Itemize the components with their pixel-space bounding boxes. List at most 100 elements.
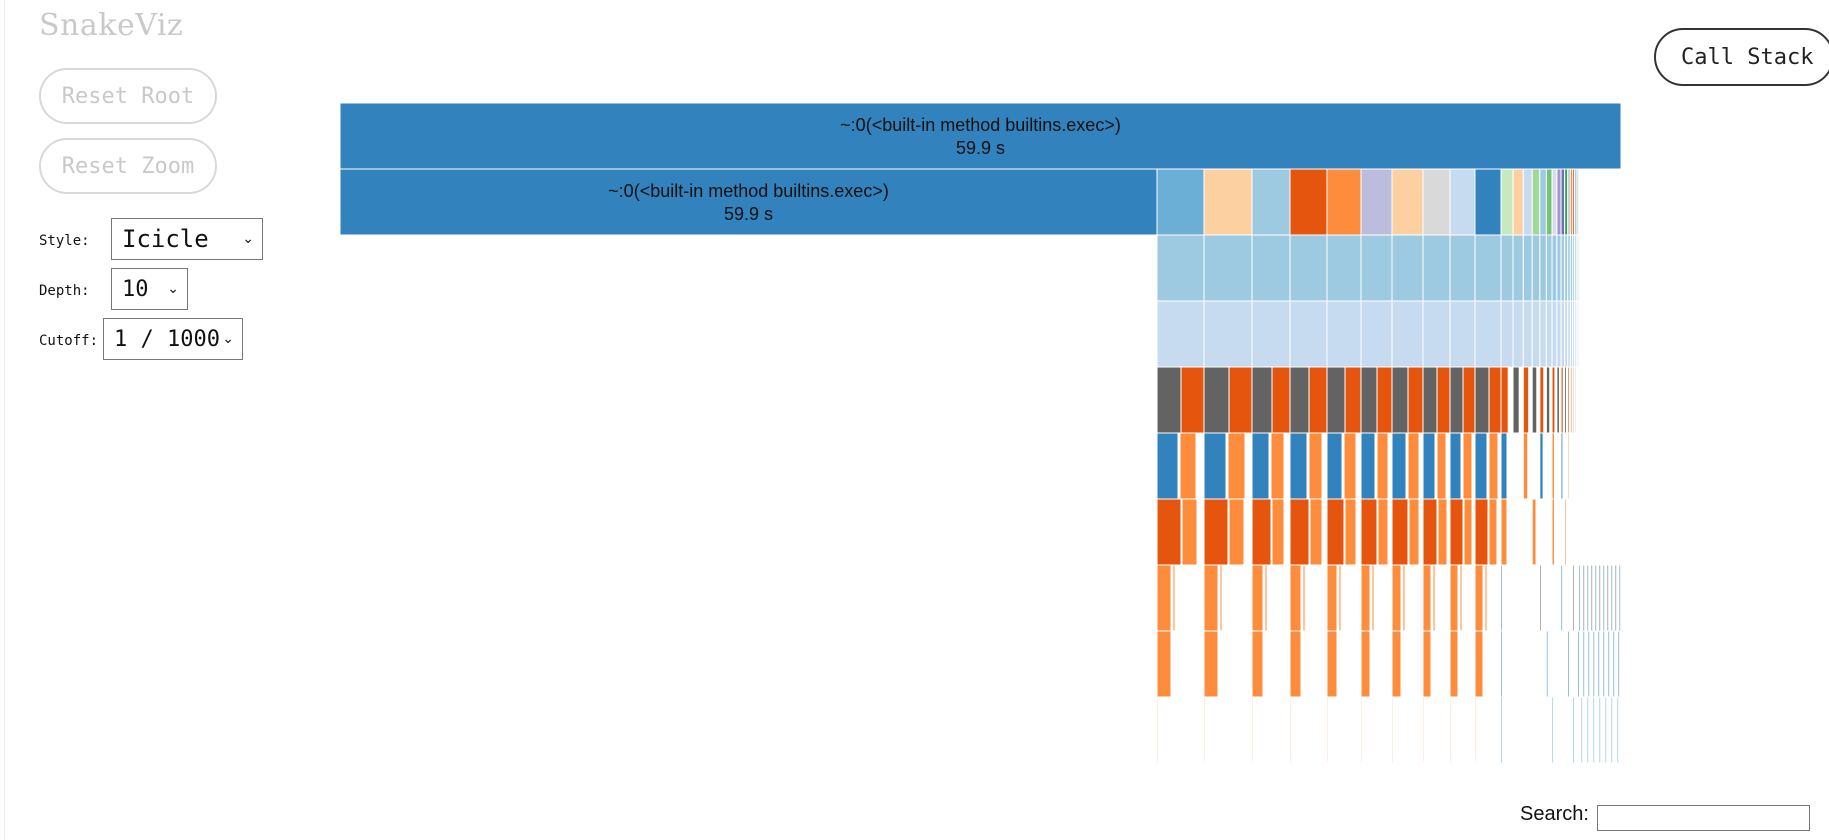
icicle-node[interactable] [1551, 432, 1555, 500]
icicle-node[interactable] [1344, 498, 1357, 566]
icicle-node[interactable] [1181, 498, 1198, 566]
icicle-node[interactable] [1567, 630, 1570, 698]
icicle-node[interactable] [1592, 630, 1596, 698]
icicle-node[interactable] [1407, 432, 1420, 500]
icicle-node[interactable] [1360, 366, 1378, 434]
icicle-node[interactable] [1449, 564, 1459, 632]
icicle-node[interactable] [1422, 432, 1436, 500]
icicle-node[interactable] [1616, 498, 1619, 566]
icicle-node[interactable] [1203, 234, 1253, 302]
icicle-node[interactable] [1590, 564, 1594, 632]
icicle-node[interactable] [1560, 564, 1564, 632]
icicle-node[interactable] [1344, 366, 1362, 434]
icicle-node[interactable] [1500, 300, 1514, 368]
icicle-node[interactable] [1500, 366, 1509, 434]
icicle-node[interactable] [1360, 234, 1393, 302]
icicle-node[interactable] [1572, 366, 1575, 434]
icicle-node[interactable] [1391, 498, 1409, 566]
icicle-node[interactable] [1203, 168, 1253, 236]
icicle-node[interactable] [1289, 234, 1328, 302]
icicle-node[interactable] [1227, 432, 1246, 500]
cutoff-select[interactable]: 1 / 1000 ⌄ [103, 318, 243, 360]
icicle-node[interactable] [1326, 564, 1338, 632]
icicle-node[interactable] [1612, 432, 1615, 500]
icicle-node[interactable] [1531, 168, 1541, 236]
icicle-node[interactable] [1500, 498, 1508, 566]
icicle-node[interactable] [1391, 630, 1402, 698]
icicle-node[interactable] [1582, 564, 1586, 632]
icicle-node[interactable] [1474, 564, 1484, 632]
icicle-node[interactable] [1572, 564, 1575, 632]
icicle-node[interactable] [1512, 300, 1524, 368]
icicle-node[interactable] [1531, 366, 1538, 434]
icicle-node[interactable] [1539, 300, 1547, 368]
icicle-node[interactable] [1545, 300, 1553, 368]
icicle-node[interactable] [1422, 564, 1432, 632]
icicle-node[interactable] [1203, 564, 1219, 632]
icicle-node[interactable] [1203, 432, 1227, 500]
icicle-node[interactable] [1616, 432, 1619, 500]
icicle-node[interactable] [1449, 168, 1476, 236]
icicle-node[interactable] [1618, 234, 1621, 302]
icicle-node[interactable] [1608, 432, 1611, 500]
icicle-node[interactable] [1522, 234, 1533, 302]
icicle-node[interactable] [1488, 366, 1502, 434]
icicle-node[interactable] [1360, 630, 1371, 698]
icicle-node[interactable] [1449, 696, 1452, 764]
icicle-node[interactable] [1407, 366, 1424, 434]
icicle-node[interactable] [1326, 234, 1362, 302]
icicle-node[interactable] [1422, 300, 1451, 368]
reset-zoom-button[interactable]: Reset Zoom [39, 138, 217, 194]
icicle-node[interactable] [1586, 432, 1589, 500]
icicle-node[interactable] [1271, 498, 1285, 566]
icicle-node[interactable] [1551, 498, 1555, 566]
icicle-node[interactable] [1577, 630, 1580, 698]
icicle-node[interactable] [1432, 564, 1436, 632]
icicle-node[interactable] [1551, 300, 1558, 368]
icicle-node[interactable] [1606, 564, 1610, 632]
icicle-node[interactable] [1582, 432, 1585, 500]
icicle-node[interactable] [1474, 498, 1489, 566]
icicle-node[interactable] [1500, 696, 1503, 764]
icicle-node[interactable] [1545, 366, 1551, 434]
icicle-node[interactable] [1560, 366, 1564, 434]
icicle-node[interactable] [1360, 432, 1376, 500]
icicle-node[interactable] [1449, 300, 1476, 368]
icicle-node[interactable] [1539, 234, 1547, 302]
icicle-node[interactable] [1522, 300, 1533, 368]
icicle-node[interactable] [1595, 498, 1598, 566]
icicle-node[interactable] [1338, 564, 1342, 632]
icicle-node[interactable] [1512, 366, 1520, 434]
icicle-node[interactable] [1500, 234, 1514, 302]
icicle-node[interactable] [1575, 432, 1578, 500]
icicle-node[interactable] [1391, 564, 1402, 632]
icicle-node[interactable] [1604, 498, 1607, 566]
icicle-node[interactable] [1610, 696, 1614, 764]
icicle-node[interactable] [1539, 432, 1544, 500]
icicle-node[interactable] [1360, 300, 1393, 368]
icicle-node[interactable] [1602, 564, 1606, 632]
icicle-node[interactable] [1588, 432, 1591, 500]
icicle-node[interactable] [1602, 432, 1605, 500]
icicle-node[interactable] [1578, 564, 1582, 632]
icicle-node[interactable] [1326, 366, 1346, 434]
icicle-node[interactable] [1251, 498, 1272, 566]
icicle-node[interactable] [1594, 432, 1597, 500]
icicle-node[interactable] [1614, 432, 1617, 500]
icicle-node[interactable] [1584, 432, 1587, 500]
icicle-node[interactable] [1556, 366, 1560, 434]
icicle-node[interactable] [1613, 498, 1616, 566]
icicle-node[interactable] [1560, 300, 1566, 368]
icicle-node[interactable] [1512, 234, 1524, 302]
icicle-node[interactable] [1462, 432, 1473, 500]
icicle-node[interactable] [1512, 168, 1524, 236]
icicle-node[interactable] [1598, 564, 1602, 632]
icicle-node[interactable] [1572, 696, 1575, 764]
icicle-node[interactable] [1449, 630, 1459, 698]
icicle-node[interactable] [1560, 234, 1566, 302]
icicle-node[interactable] [1289, 300, 1328, 368]
icicle-node[interactable] [1437, 498, 1448, 566]
icicle-node[interactable] [1422, 234, 1451, 302]
icicle-node[interactable] [1560, 168, 1566, 236]
